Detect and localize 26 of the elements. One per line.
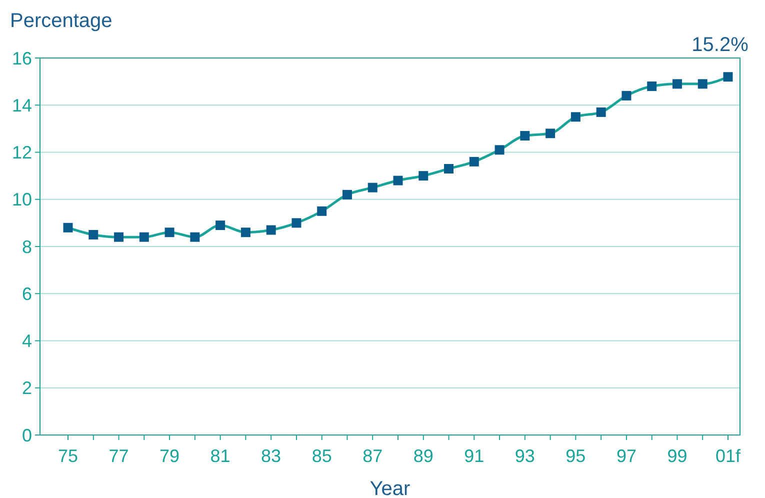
x-tick-label: 75 (58, 446, 78, 466)
y-tick-label: 16 (12, 48, 32, 68)
x-tick-label: 79 (160, 446, 180, 466)
x-tick-label: 97 (616, 446, 636, 466)
y-tick-label: 10 (12, 190, 32, 210)
y-tick-label: 14 (12, 95, 32, 116)
x-tick-label: 91 (464, 446, 484, 466)
y-axis-title: Percentage (10, 10, 112, 32)
x-tick-label: 99 (667, 446, 688, 466)
x-tick-label: 83 (261, 446, 282, 466)
y-tick-label: 2 (22, 378, 32, 398)
y-tick-label: 0 (22, 425, 32, 446)
x-tick-label: 89 (413, 446, 434, 466)
y-tick-label: 4 (22, 331, 32, 352)
x-tick-label: 87 (362, 446, 383, 466)
x-tick-label: 77 (108, 446, 129, 466)
annotation: 15.2% (692, 34, 749, 56)
x-tick-label: 93 (514, 446, 535, 466)
x-tick-label: 95 (566, 446, 586, 466)
x-axis-title: Year (370, 478, 411, 498)
x-tick-label: 81 (210, 446, 230, 466)
x-tick-label: 01f (715, 446, 742, 466)
y-tick-label: 6 (22, 284, 32, 304)
y-tick-label: 12 (12, 142, 32, 163)
y-tick-label: 8 (22, 236, 32, 257)
x-tick-label: 85 (312, 446, 332, 466)
